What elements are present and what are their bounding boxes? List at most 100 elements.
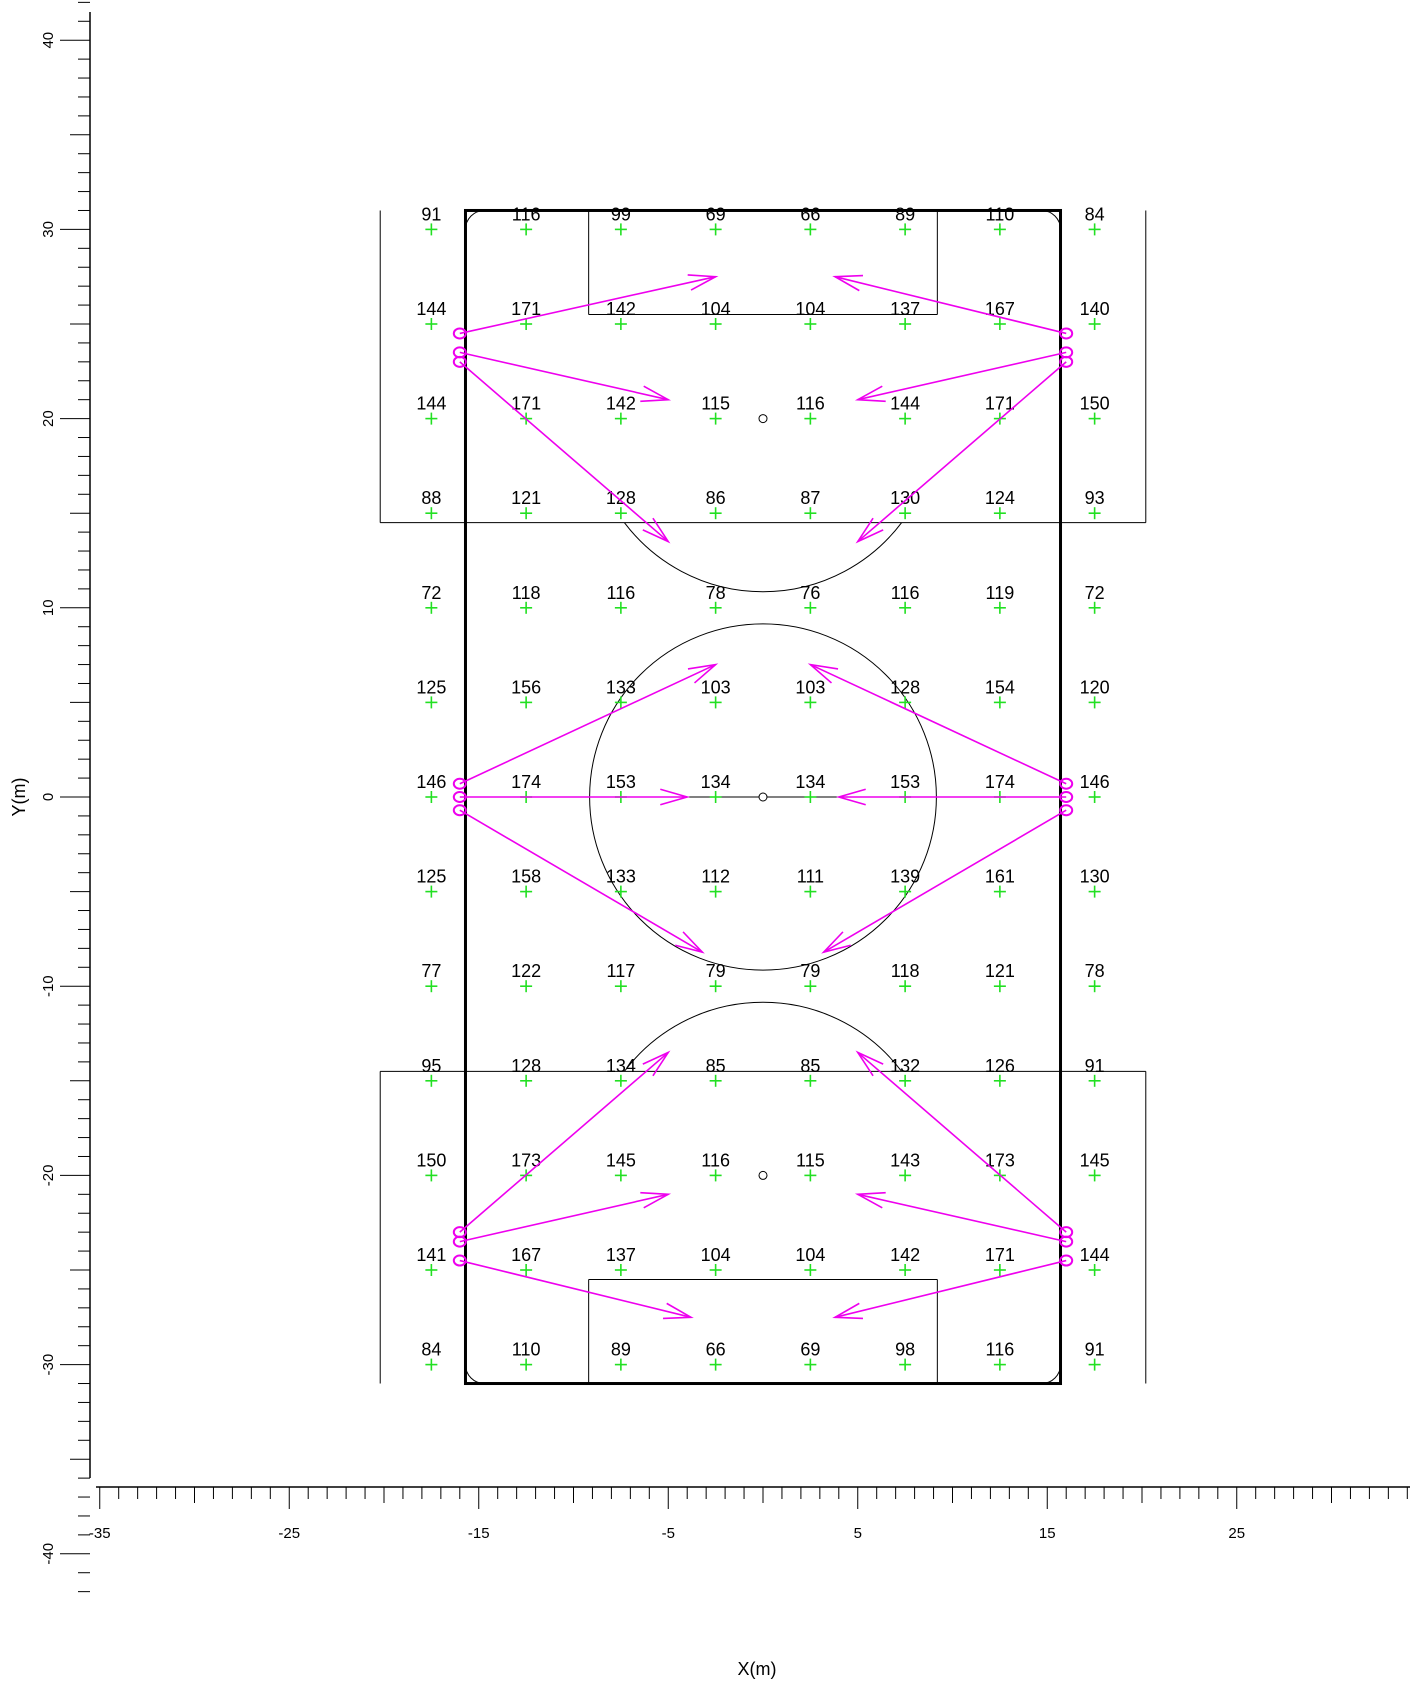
illuminance-value: 140 (1080, 299, 1110, 319)
grid-point: 145 (606, 1150, 636, 1182)
illuminance-value: 119 (986, 583, 1015, 603)
illuminance-value: 121 (511, 488, 541, 508)
grid-point: 161 (985, 867, 1015, 898)
aiming-line (459, 1051, 669, 1233)
illuminance-value: 150 (416, 1150, 446, 1170)
grid-point: 85 (800, 1056, 820, 1087)
grid-point: 125 (416, 867, 446, 898)
illuminance-value: 141 (416, 1245, 446, 1265)
illuminance-value: 103 (795, 677, 825, 697)
illuminance-value: 134 (606, 1056, 636, 1076)
illuminance-value: 116 (512, 204, 541, 224)
grid-point: 139 (890, 867, 920, 898)
grid-point: 171 (511, 299, 541, 330)
grid-point: 167 (511, 1245, 541, 1276)
illuminance-value: 143 (890, 1150, 920, 1170)
illuminance-value: 145 (1080, 1150, 1110, 1170)
grid-point: 116 (796, 394, 825, 425)
x-tick-label: -5 (662, 1525, 675, 1542)
grid-point: 144 (890, 394, 920, 425)
illuminance-value: 146 (1080, 772, 1110, 792)
y-axis-title: Y(m) (9, 778, 29, 817)
grid-point: 134 (701, 772, 731, 803)
grid-point: 76 (800, 583, 820, 614)
grid-point: 137 (606, 1245, 636, 1276)
aiming-line (459, 809, 703, 953)
arrow-head (854, 385, 886, 403)
aiming-line (459, 351, 669, 401)
illuminance-value: 112 (701, 867, 730, 887)
luminaire (452, 804, 705, 954)
luminaire-icon (452, 777, 467, 790)
illuminance-value: 79 (706, 961, 726, 981)
illuminance-value: 134 (795, 772, 825, 792)
x-tick-label: -35 (89, 1525, 111, 1542)
grid-point: 88 (421, 488, 441, 520)
grid-point: 156 (511, 677, 541, 709)
illuminance-value: 142 (890, 1245, 920, 1265)
grid-point: 158 (511, 867, 541, 898)
arrow-head (832, 1302, 864, 1320)
luminaire-aiming-arrows (452, 274, 1074, 1320)
grid-point: 116 (701, 1150, 730, 1182)
illuminance-value: 91 (421, 204, 441, 224)
grid-point: 72 (421, 583, 441, 614)
penalty-arc (624, 1001, 902, 1072)
illuminance-value: 167 (985, 299, 1015, 319)
grid-point: 116 (512, 204, 541, 236)
arrow-head (675, 931, 705, 954)
grid-point: 142 (890, 1245, 920, 1276)
arrow-head (642, 1050, 671, 1077)
grid-point: 134 (795, 772, 825, 803)
grid-point: 128 (606, 488, 636, 520)
aiming-line (459, 361, 669, 543)
grid-point: 174 (511, 772, 541, 803)
y-tick-label: 20 (40, 410, 57, 427)
grid-point: 174 (985, 772, 1015, 803)
illuminance-value: 171 (511, 394, 541, 414)
grid-point: 89 (611, 1340, 631, 1371)
grid-point: 103 (701, 677, 731, 709)
x-tick-label: -15 (468, 1525, 490, 1542)
illuminance-value: 88 (421, 488, 441, 508)
grid-point: 85 (706, 1056, 726, 1087)
grid-point: 91 (421, 204, 441, 236)
illuminance-value: 125 (416, 867, 446, 887)
luminaire (452, 663, 719, 790)
arrow-head (832, 274, 864, 292)
grid-point: 93 (1085, 488, 1105, 520)
grid-point: 103 (795, 677, 825, 709)
illuminance-value: 69 (800, 1340, 820, 1360)
grid-point: 115 (701, 394, 730, 425)
illuminance-value: 104 (795, 1245, 825, 1265)
luminaire-icon (1059, 327, 1074, 340)
illuminance-value: 130 (1080, 867, 1110, 887)
luminaire (835, 788, 1074, 806)
illuminance-value: 78 (706, 583, 726, 603)
grid-point: 69 (800, 1340, 820, 1371)
grid-point: 144 (1080, 1245, 1110, 1276)
luminaire-icon (452, 1254, 467, 1267)
illuminance-value: 91 (1085, 1340, 1105, 1360)
illuminance-value: 125 (416, 677, 446, 697)
corner-arc (464, 209, 485, 230)
luminaire (854, 1191, 1074, 1248)
corner-arc (1041, 209, 1062, 230)
x-tick-label: 25 (1228, 1525, 1245, 1542)
grid-point: 79 (706, 961, 726, 993)
grid-point: 99 (611, 204, 631, 236)
illuminance-value: 66 (800, 204, 820, 224)
grid-point: 140 (1080, 299, 1110, 330)
luminaire-icon (1059, 804, 1074, 817)
luminaire (821, 804, 1074, 954)
grid-point: 104 (795, 1245, 825, 1276)
illuminance-value: 161 (985, 867, 1015, 887)
illuminance-value: 115 (701, 394, 730, 414)
illuminance-value: 153 (606, 772, 636, 792)
illuminance-value: 171 (511, 299, 541, 319)
arrow-head (855, 517, 884, 544)
grid-point: 119 (986, 583, 1015, 614)
illuminance-value: 117 (607, 961, 636, 981)
illuminance-value: 95 (421, 1056, 441, 1076)
grid-point: 133 (606, 677, 636, 709)
